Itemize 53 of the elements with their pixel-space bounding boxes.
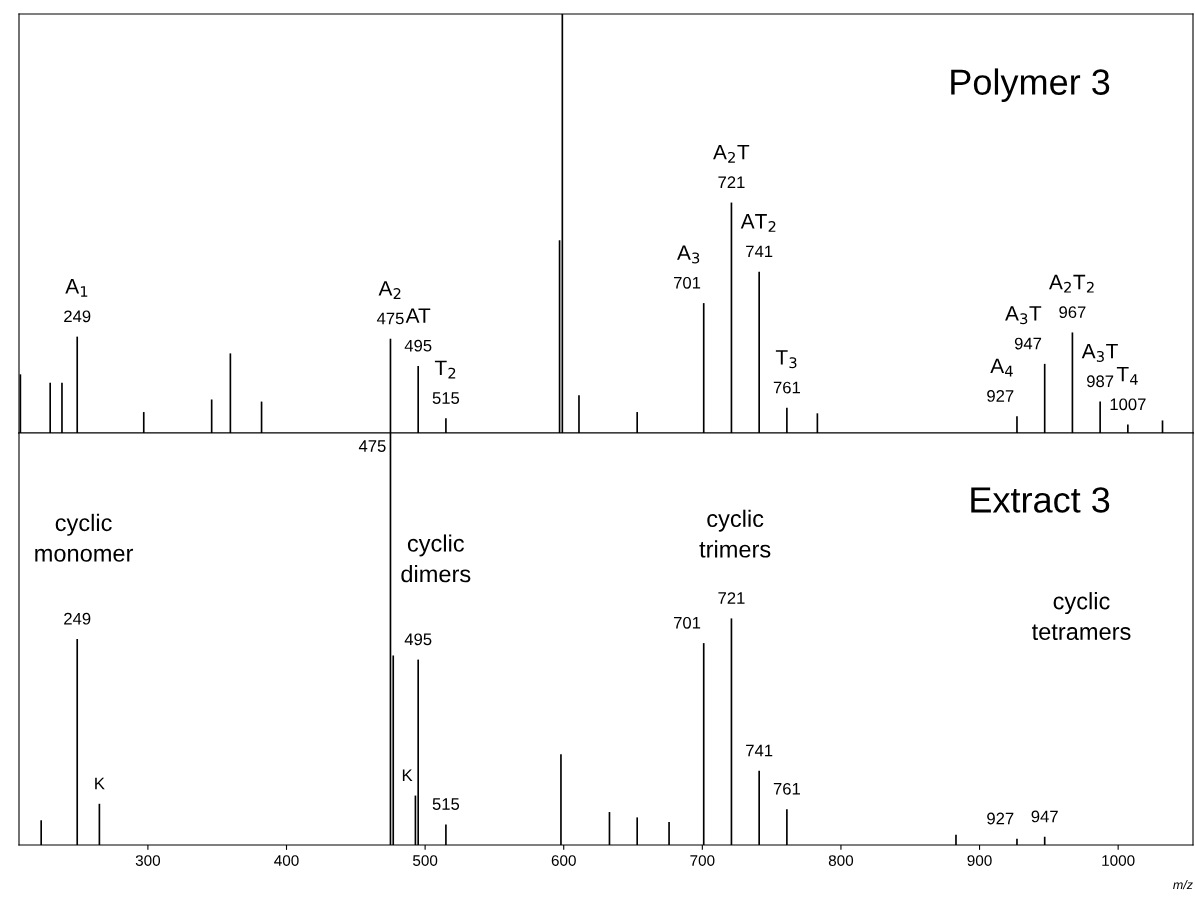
- annotation: A$_{4}$: [990, 358, 1013, 377]
- annotation: 987: [1087, 375, 1114, 388]
- annotation: 761: [773, 381, 800, 394]
- annotation: 761: [773, 782, 800, 795]
- x-tick-label: 400: [274, 855, 299, 866]
- x-tick-label: 300: [135, 855, 161, 866]
- annotation: A$_{3}$: [677, 245, 700, 264]
- text: Extract 3: [971, 487, 1110, 513]
- annotation: 495: [404, 633, 432, 646]
- annotation: 721: [718, 592, 745, 604]
- annotation: 475: [358, 440, 386, 452]
- annotation: 721: [718, 176, 745, 188]
- annotation: 1007: [1110, 398, 1146, 411]
- x-tick-label: 900: [967, 855, 992, 866]
- annotation: A$_{2}$: [378, 281, 401, 299]
- annotation: 947: [1031, 810, 1058, 823]
- x-tick-label: 500: [412, 855, 438, 866]
- annotation: cyclic monomer: [35, 513, 134, 562]
- annotation: cyclic tetramers: [1031, 592, 1131, 641]
- x-tick-label: 1000: [1102, 855, 1135, 866]
- annotation: 701: [673, 616, 701, 629]
- annotation: 515: [432, 392, 460, 404]
- x-tick-label: 600: [551, 855, 576, 866]
- annotation: A$_{2}$T: [713, 144, 750, 163]
- annotation: 927: [987, 812, 1014, 825]
- annotation: 515: [432, 798, 460, 810]
- annotation: AT$_{2}$: [740, 214, 776, 232]
- text: Polymer 3: [951, 68, 1110, 103]
- annotation: K: [95, 777, 105, 790]
- annotation: 741: [746, 245, 773, 258]
- x-tick-label: 700: [690, 855, 715, 866]
- x-tick-label: 800: [828, 855, 854, 866]
- annotation: 249: [64, 612, 91, 625]
- annotation: 249: [64, 310, 91, 323]
- annotation: cyclic trimers: [699, 509, 771, 558]
- annotation: T$_{4}$: [1116, 367, 1138, 385]
- annotation: 927: [987, 390, 1014, 402]
- annotation: A$_{3}$T: [1005, 306, 1042, 325]
- x-axis-title: m/z: [1173, 880, 1193, 890]
- annotation: T$_{3}$: [775, 350, 797, 369]
- annotation: 495: [404, 339, 432, 352]
- annotation: A$_{1}$: [65, 279, 88, 297]
- annotation: 947: [1014, 337, 1042, 350]
- annotation: AT: [405, 308, 431, 323]
- annotation: A$_{2}$T$_{2}$: [1049, 274, 1094, 293]
- annotation: T$_{2}$: [434, 360, 456, 379]
- annotation: 967: [1059, 306, 1086, 319]
- annotation: K: [402, 769, 413, 781]
- annotation: 701: [673, 276, 701, 289]
- annotation: cyclic dimers: [401, 534, 471, 583]
- annotation: 475: [376, 312, 404, 325]
- annotation: A$_{3}$T: [1081, 343, 1118, 362]
- annotation: 741: [746, 744, 773, 757]
